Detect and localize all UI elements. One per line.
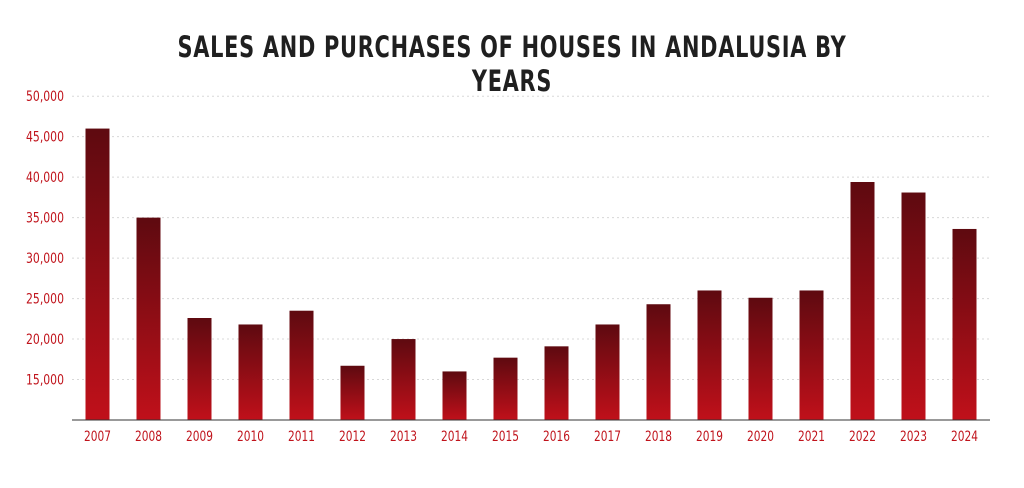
- x-tick-label-2010: 2010: [237, 429, 264, 445]
- bar-2023: [901, 192, 926, 420]
- bar-2014: [442, 371, 467, 420]
- bar-2022: [850, 182, 875, 420]
- x-tick-label-2016: 2016: [543, 429, 570, 445]
- x-tick-label-2023: 2023: [900, 429, 927, 445]
- bar-2017: [595, 324, 620, 420]
- y-tick-label: 25,000: [26, 292, 64, 308]
- y-tick-label: 35,000: [26, 211, 64, 227]
- x-tick-label-2014: 2014: [441, 429, 468, 445]
- bars: [85, 128, 977, 421]
- bar-2010: [238, 324, 263, 420]
- x-tick-label-2009: 2009: [186, 429, 213, 445]
- bar-2019: [697, 290, 722, 420]
- bar-2008: [136, 217, 161, 420]
- gridlines: [72, 95, 990, 381]
- y-tick-label: 40,000: [26, 170, 64, 186]
- bar-2013: [391, 339, 416, 420]
- bar-2015: [493, 357, 518, 420]
- x-tick-label-2021: 2021: [798, 429, 825, 445]
- bar-2012: [340, 365, 365, 420]
- x-tick-label-2012: 2012: [339, 429, 366, 445]
- x-tick-label-2022: 2022: [849, 429, 876, 445]
- bar-2018: [646, 304, 671, 420]
- bar-2021: [799, 290, 824, 420]
- bar-2020: [748, 297, 773, 420]
- y-tick-label: 30,000: [26, 251, 64, 267]
- x-tick-label-2015: 2015: [492, 429, 519, 445]
- x-tick-label-2008: 2008: [135, 429, 162, 445]
- x-tick-label-2020: 2020: [747, 429, 774, 445]
- y-tick-label: 45,000: [26, 130, 64, 146]
- x-tick-label-2007: 2007: [84, 429, 111, 445]
- x-tick-label-2011: 2011: [288, 429, 315, 445]
- bar-2007: [85, 128, 110, 421]
- bar-2009: [187, 318, 212, 420]
- x-tick-label-2024: 2024: [951, 429, 978, 445]
- x-tick-label-2013: 2013: [390, 429, 417, 445]
- y-axis-ticks: 15,000 20,000 25,000 30,000 35,000 40,000 45,0…: [26, 89, 64, 388]
- y-tick-label: 15,000: [26, 373, 64, 389]
- x-tick-label-2017: 2017: [594, 429, 621, 445]
- bar-2011: [289, 310, 314, 420]
- x-tick-label-2019: 2019: [696, 429, 723, 445]
- x-axis-ticks: 2007 2008 2009 2010 2011 2012 2013 2014 2015 2016…: [84, 429, 978, 445]
- y-tick-label: 20,000: [26, 332, 64, 348]
- y-tick-label: 50,000: [26, 89, 64, 105]
- x-tick-label-2018: 2018: [645, 429, 672, 445]
- bar-2024: [952, 228, 977, 420]
- chart-title: SALES AND PURCHASES OF HOUSES IN ANDALUS…: [177, 30, 847, 98]
- bar-2016: [544, 346, 569, 420]
